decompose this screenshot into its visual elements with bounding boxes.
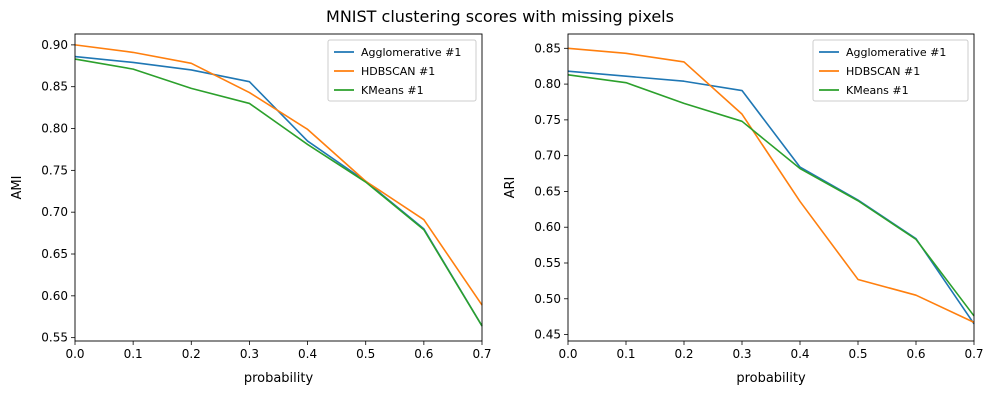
x-tick-label: 0.0: [558, 347, 577, 361]
figure-title: MNIST clustering scores with missing pix…: [326, 7, 674, 26]
series-line-hdbscan-1: [74, 44, 483, 306]
legend: Agglomerative #1 HDBSCAN #1 KMeans #1: [327, 39, 477, 102]
x-axis-label: probability: [736, 371, 806, 386]
legend-box: [812, 39, 969, 102]
x-tick-label: 0.2: [182, 347, 201, 361]
y-tick-label: 0.90: [41, 38, 68, 52]
x-tick-label: 0.2: [674, 347, 693, 361]
x-tick-label: 0.6: [906, 347, 925, 361]
x-tick-label: 0.1: [616, 347, 635, 361]
x-tick-label: 0.3: [240, 347, 259, 361]
x-tick-label: 0.7: [964, 347, 983, 361]
series-line-hdbscan-1: [567, 47, 975, 324]
legend-label: Agglomerative #1: [846, 46, 946, 59]
x-tick-label: 0.5: [848, 347, 867, 361]
series-line-kmeans-1: [567, 73, 975, 317]
y-tick-label: 0.80: [534, 77, 561, 91]
y-tick-label: 0.80: [41, 122, 68, 136]
x-tick-label: 0.3: [732, 347, 751, 361]
y-tick-label: 0.60: [534, 220, 561, 234]
legend: Agglomerative #1 HDBSCAN #1 KMeans #1: [812, 39, 969, 102]
y-tick-label: 0.70: [41, 205, 68, 219]
x-tick-label: 0.6: [414, 347, 433, 361]
y-tick-label: 0.85: [534, 41, 561, 55]
axes-frame: [74, 33, 483, 342]
y-tick-label: 0.65: [534, 184, 561, 198]
y-tick-label: 0.45: [534, 328, 561, 342]
chart-panel-1: 0.0 0.1 0.2 0.3 0.4 0.5 0.6 0.7 0.55 0.60 0.65 0.70…: [10, 33, 492, 386]
x-tick-label: 0.4: [790, 347, 809, 361]
y-tick-label: 0.75: [41, 163, 68, 177]
y-tick-label: 0.55: [41, 331, 68, 345]
y-tick-label: 0.75: [534, 113, 561, 127]
axes-frame: [567, 33, 975, 342]
legend-box: [327, 39, 477, 102]
y-axis-label: ARI: [503, 177, 518, 199]
y-tick-label: 0.55: [534, 256, 561, 270]
x-axis-label: probability: [244, 371, 314, 386]
x-tick-label: 0.7: [472, 347, 491, 361]
y-tick-label: 0.65: [41, 247, 68, 261]
y-tick-label: 0.70: [534, 149, 561, 163]
x-tick-label: 0.0: [65, 347, 84, 361]
legend-label: HDBSCAN #1: [361, 65, 435, 78]
y-tick-label: 0.85: [41, 80, 68, 94]
y-axis-label: AMI: [10, 176, 25, 200]
legend-label: KMeans #1: [361, 84, 424, 97]
chart-panel-2: 0.0 0.1 0.2 0.3 0.4 0.5 0.6 0.7 0.45 0.50 0.55 0.60…: [503, 33, 984, 386]
legend-label: Agglomerative #1: [361, 46, 461, 59]
legend-label: KMeans #1: [846, 84, 909, 97]
y-tick-label: 0.60: [41, 289, 68, 303]
series-line-kmeans-1: [74, 58, 483, 327]
x-tick-label: 0.4: [298, 347, 317, 361]
series-line-agglomerative-1: [567, 70, 975, 325]
legend-label: HDBSCAN #1: [846, 65, 920, 78]
x-tick-label: 0.5: [356, 347, 375, 361]
y-tick-label: 0.50: [534, 292, 561, 306]
x-tick-label: 0.1: [124, 347, 143, 361]
